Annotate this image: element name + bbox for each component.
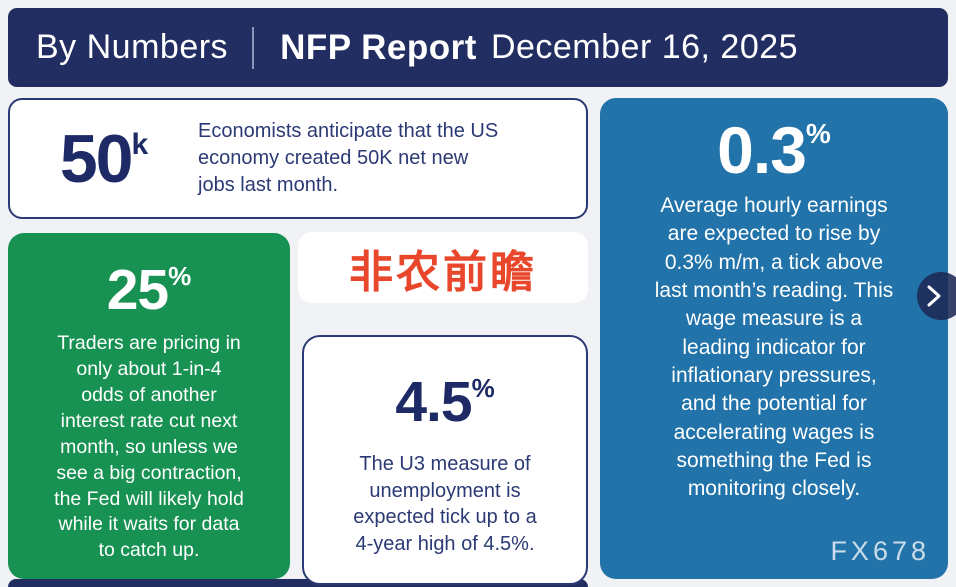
chevron-right-icon — [927, 285, 941, 307]
jobs-stat-value: 50 — [59, 120, 134, 197]
card-hourly-earnings: 0.3% Average hourly earnings are expecte… — [600, 98, 948, 579]
header-bar: By Numbers NFP Report December 16, 2025 — [8, 8, 948, 87]
unemployment-stat-value: 4.5 — [395, 370, 472, 434]
unemployment-stat: 4.5% — [304, 369, 586, 435]
report-title: NFP Report — [280, 27, 477, 67]
rate-odds-description: Traders are pricing in only about 1-in-4… — [54, 332, 244, 562]
card-jobs-forecast: 50k Economists anticipate that the US ec… — [8, 98, 588, 219]
card-rate-cut-odds: 25% Traders are pricing in only about 1-… — [8, 233, 290, 579]
earnings-stat: 0.3% — [600, 112, 948, 188]
earnings-stat-value: 0.3 — [717, 113, 807, 187]
report-date: December 16, 2025 — [490, 28, 799, 66]
next-button[interactable] — [917, 272, 956, 320]
rate-odds-stat: 25% — [8, 257, 290, 323]
rate-odds-stat-unit: % — [168, 261, 192, 291]
unemployment-description: The U3 measure of unemployment is expect… — [353, 453, 537, 555]
earnings-stat-unit: % — [805, 118, 831, 149]
nfp-preview-banner: 非农前瞻 — [298, 232, 588, 303]
card-unemployment: 4.5% The U3 measure of unemployment is e… — [302, 335, 588, 585]
header-left-title: By Numbers — [36, 28, 229, 66]
rate-odds-stat-value: 25 — [106, 258, 169, 322]
header-divider — [252, 26, 255, 69]
unemployment-stat-unit: % — [471, 373, 495, 403]
earnings-description: Average hourly earnings are expected to … — [654, 194, 894, 501]
watermark: FX678 — [830, 536, 930, 566]
nfp-preview-banner-text: 非农前瞻 — [349, 247, 537, 297]
next-section-edge — [8, 579, 588, 587]
jobs-description: Economists anticipate that the US econom… — [198, 120, 499, 196]
jobs-stat-unit: k — [131, 127, 149, 161]
jobs-stat: 50k — [10, 120, 198, 198]
